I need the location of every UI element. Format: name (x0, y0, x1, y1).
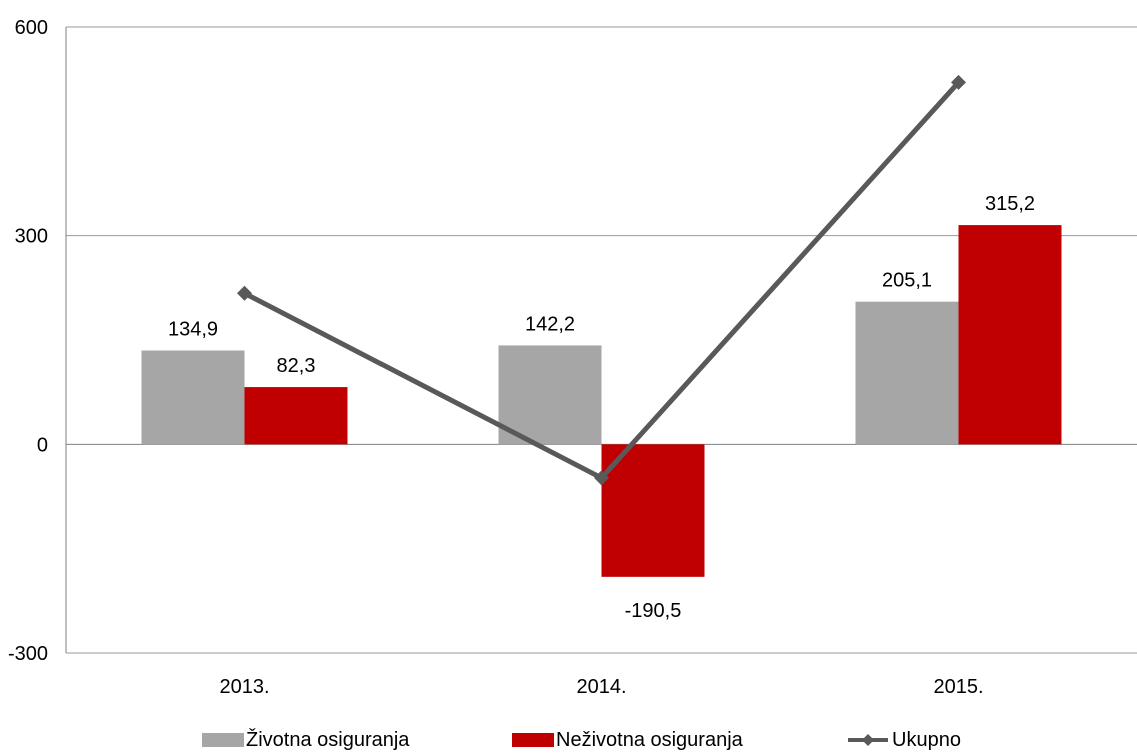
data-label: 315,2 (985, 193, 1035, 215)
y-tick-label: 300 (15, 226, 48, 248)
bar (601, 444, 705, 577)
data-label: -190,5 (625, 600, 682, 622)
data-label: 82,3 (277, 355, 316, 377)
bar (244, 387, 348, 445)
data-label: 205,1 (882, 270, 932, 292)
legend-line-diamond-icon (848, 734, 888, 746)
y-tick-label: -300 (8, 643, 48, 665)
legend-item-ukupno: Ukupno (846, 726, 961, 754)
legend-swatch-zivotna (202, 733, 244, 747)
y-tick-label: 600 (15, 17, 48, 39)
bar (141, 350, 245, 445)
data-label: 134,9 (168, 319, 218, 341)
x-tick-label: 2014. (576, 676, 626, 698)
total-line (237, 74, 966, 486)
data-label: 142,2 (525, 313, 575, 335)
x-tick-label: 2013. (219, 676, 269, 698)
chart: -300 0 300 600 2013. 2014. 2015. 134,9 82,3 142,… (8, 17, 1137, 698)
legend-label-ukupno: Ukupno (892, 728, 961, 751)
legend-item-zivotna: Životna osiguranja (202, 726, 409, 754)
bars (141, 225, 1062, 577)
line-point (951, 74, 966, 90)
x-tick-label: 2015. (933, 676, 983, 698)
y-tick-label: 0 (37, 434, 48, 456)
bar (498, 345, 602, 445)
bar (855, 301, 959, 445)
legend-label-nezivotna: Neživotna osiguranja (556, 728, 743, 751)
legend: Životna osiguranja Neživotna osiguranja … (0, 726, 1137, 754)
legend-item-nezivotna: Neživotna osiguranja (512, 726, 743, 754)
line-point (594, 470, 609, 486)
bar (958, 225, 1062, 445)
legend-label-zivotna: Životna osiguranja (246, 728, 410, 751)
legend-swatch-nezivotna (512, 733, 554, 747)
data-labels: 134,9 82,3 142,2 -190,5 205,1 315,2 (168, 193, 1035, 622)
line-point (237, 285, 252, 301)
